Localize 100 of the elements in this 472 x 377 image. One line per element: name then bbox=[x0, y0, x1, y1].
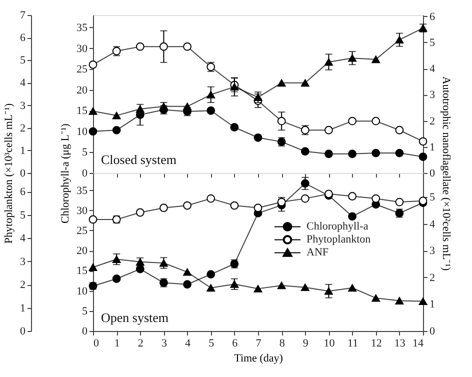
y3-tick-label: 1 bbox=[20, 144, 26, 157]
point bbox=[206, 270, 216, 279]
point bbox=[324, 58, 333, 66]
legend-label: Phytoplankton bbox=[306, 234, 372, 246]
point bbox=[230, 201, 239, 210]
y-tick-label: 0 bbox=[82, 168, 88, 180]
annotation: Open system bbox=[101, 310, 169, 325]
x-tick-label: 10 bbox=[324, 338, 336, 350]
y2-tick-label: 3 bbox=[430, 89, 436, 102]
y3-tick-label: 7 bbox=[20, 10, 26, 22]
point bbox=[395, 297, 404, 304]
point bbox=[395, 198, 404, 206]
y2-tick-label: 2 bbox=[430, 272, 435, 284]
y3-tick-label: 6 bbox=[20, 32, 26, 44]
x-tick-label: 2 bbox=[138, 338, 144, 350]
point bbox=[372, 194, 380, 203]
point bbox=[254, 133, 262, 142]
y-tick-label: 15 bbox=[76, 105, 88, 118]
point bbox=[88, 127, 98, 136]
point bbox=[136, 264, 144, 274]
y-tick-label: 35 bbox=[76, 22, 88, 34]
y2-tick-label: 0 bbox=[430, 168, 436, 180]
x-tick-label: 12 bbox=[370, 338, 382, 350]
point bbox=[372, 148, 380, 158]
point bbox=[300, 284, 310, 292]
y-tick-label: 10 bbox=[76, 126, 88, 138]
point bbox=[183, 42, 192, 51]
point bbox=[300, 79, 310, 87]
point bbox=[88, 107, 98, 115]
point bbox=[395, 126, 404, 134]
point bbox=[230, 280, 239, 288]
y2-tick-label: 5 bbox=[430, 192, 436, 204]
y3-tick-label: 0 bbox=[20, 326, 26, 338]
x-tick-label: 13 bbox=[394, 338, 406, 350]
y-tick-label: 35 bbox=[76, 184, 88, 197]
x-tick-label: 6 bbox=[232, 338, 238, 350]
point bbox=[418, 152, 428, 161]
point bbox=[88, 215, 98, 224]
point bbox=[160, 259, 168, 267]
point bbox=[230, 123, 239, 132]
point bbox=[324, 150, 333, 158]
y-tick-label: 10 bbox=[76, 285, 88, 298]
point bbox=[395, 148, 404, 158]
point bbox=[183, 102, 192, 110]
point bbox=[348, 192, 356, 200]
y3-tick-label: 0 bbox=[20, 168, 26, 180]
y2-tick-label: 1 bbox=[430, 141, 435, 154]
y2-tick-label: 5 bbox=[430, 36, 436, 49]
y-tick-label: 20 bbox=[76, 84, 88, 96]
x-tick-label: 0 bbox=[94, 338, 100, 350]
y3-axis-title: Phytoplankton (×10³cells mL⁻¹) bbox=[3, 103, 15, 244]
point bbox=[277, 282, 286, 290]
y2-tick-label: 2 bbox=[430, 115, 435, 128]
point bbox=[348, 150, 356, 158]
y-tick-label: 20 bbox=[76, 245, 88, 258]
y2-tick-label: 0 bbox=[430, 326, 436, 338]
point bbox=[206, 194, 216, 203]
x-tick-label: 4 bbox=[185, 338, 192, 350]
y-tick-label: 25 bbox=[76, 224, 88, 237]
point bbox=[395, 36, 404, 44]
point bbox=[277, 116, 286, 126]
x-tick-label: 5 bbox=[208, 338, 215, 350]
point bbox=[206, 106, 216, 115]
point bbox=[418, 137, 428, 146]
point bbox=[88, 60, 98, 69]
y3-tick-label: 5 bbox=[20, 54, 26, 67]
y3-tick-label: 2 bbox=[20, 279, 26, 292]
point bbox=[160, 204, 168, 212]
y2-tick-label: 1 bbox=[430, 298, 435, 311]
point bbox=[418, 298, 428, 305]
x-tick-label: 7 bbox=[256, 338, 262, 350]
point bbox=[300, 194, 310, 203]
x-tick-label: 11 bbox=[347, 338, 358, 350]
point bbox=[300, 179, 310, 188]
point bbox=[183, 268, 192, 276]
point bbox=[372, 116, 380, 126]
y3-tick-label: 3 bbox=[20, 100, 26, 112]
y3-tick-label: 4 bbox=[20, 77, 26, 90]
y3-tick-label: 4 bbox=[20, 232, 26, 245]
x-tick-label: 14 bbox=[412, 338, 424, 350]
point bbox=[254, 284, 262, 292]
point bbox=[348, 284, 356, 292]
point bbox=[88, 264, 98, 271]
x-tick-label: 1 bbox=[114, 338, 120, 350]
point bbox=[324, 287, 333, 295]
point bbox=[348, 212, 356, 221]
y2-tick-label: 4 bbox=[430, 218, 436, 230]
y-tick-label: 5 bbox=[82, 146, 88, 159]
point bbox=[160, 42, 168, 51]
legend-label: ANF bbox=[306, 246, 329, 259]
y-tick-label: 30 bbox=[76, 204, 88, 217]
y-tick-label: 5 bbox=[82, 305, 88, 318]
y-tick-label: 25 bbox=[76, 64, 88, 76]
point bbox=[348, 116, 356, 126]
point bbox=[136, 208, 144, 217]
point bbox=[324, 126, 333, 134]
point bbox=[348, 54, 356, 62]
x-tick-label: 9 bbox=[302, 338, 309, 350]
y3-tick-label: 2 bbox=[20, 122, 26, 134]
x-tick-label: 3 bbox=[161, 338, 168, 350]
